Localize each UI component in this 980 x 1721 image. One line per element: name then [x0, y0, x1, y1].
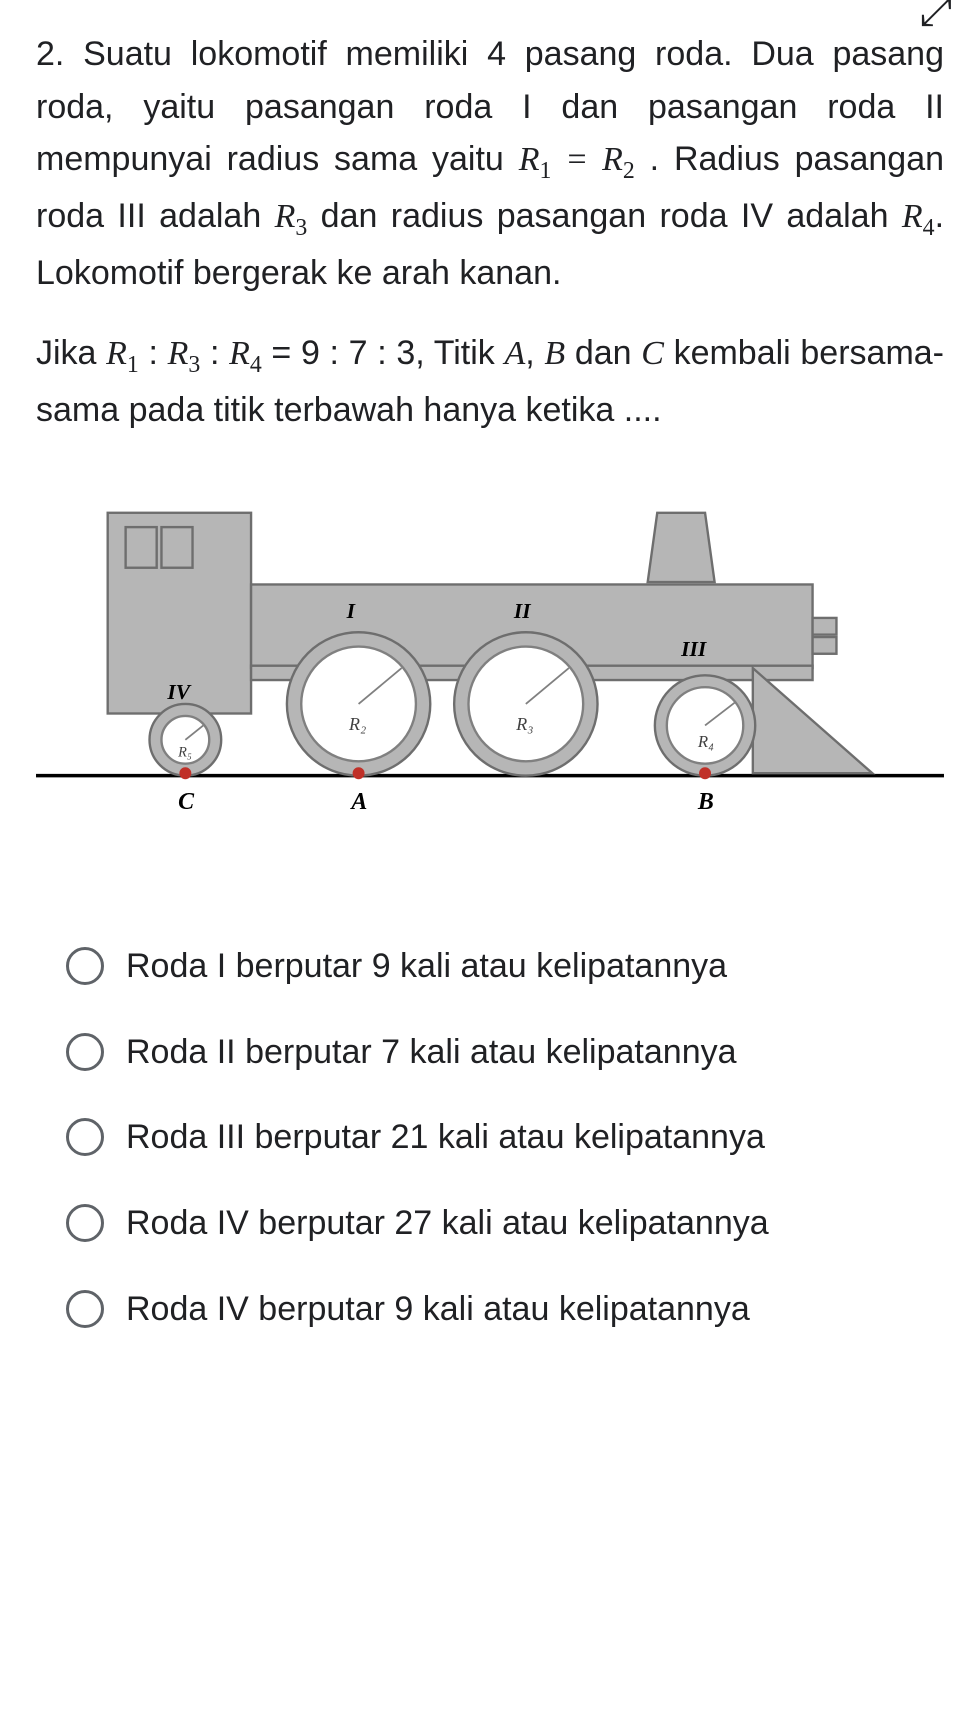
label-r2: R₂	[348, 714, 366, 734]
label-I: I	[346, 599, 356, 623]
math-r1: R	[519, 141, 540, 178]
label-r4: R₄	[697, 732, 714, 751]
text: dan	[565, 334, 641, 372]
math-B: B	[544, 335, 565, 372]
option-2[interactable]: Roda II berputar 7 kali atau kelipatanny…	[66, 1029, 944, 1077]
option-5[interactable]: Roda IV berputar 9 kali atau kelipatanny…	[66, 1286, 944, 1334]
label-C: C	[178, 789, 195, 815]
locomotive-figure: I II III IV R₂ R₃ R₄ R₅ C A B	[36, 465, 944, 823]
math-eq: =	[551, 141, 602, 178]
math-r3: R	[275, 198, 296, 235]
colon: :	[200, 334, 229, 372]
option-1-label: Roda I berputar 9 kali atau kelipatannya	[126, 943, 727, 991]
label-r3: R₃	[515, 714, 533, 734]
math-r2: R	[602, 141, 623, 178]
question-page: ⤢ 2. Suatu lokomotif memiliki 4 pasang r…	[0, 0, 980, 1721]
question-paragraph-1: 2. Suatu lokomotif memiliki 4 pasang rod…	[36, 28, 944, 299]
math-r4: R	[902, 198, 923, 235]
math-r3-sub: 3	[295, 215, 307, 241]
option-3[interactable]: Roda III berputar 21 kali atau kelipatan…	[66, 1114, 944, 1162]
math-r1b: R	[106, 335, 127, 372]
math-r4b-sub: 4	[250, 352, 262, 378]
math-r1b-sub: 1	[127, 352, 139, 378]
option-4[interactable]: Roda IV berputar 27 kali atau kelipatann…	[66, 1200, 944, 1248]
option-2-label: Roda II berputar 7 kali atau kelipatanny…	[126, 1029, 737, 1077]
radio-icon[interactable]	[66, 947, 104, 985]
label-III: III	[680, 637, 707, 661]
label-r5: R₅	[177, 744, 192, 760]
answer-options: Roda I berputar 9 kali atau kelipatannya…	[36, 943, 944, 1333]
label-II: II	[513, 599, 531, 623]
text: , Titik	[415, 334, 504, 372]
label-A: A	[349, 789, 367, 815]
question-paragraph-2: Jika R1 : R3 : R4 = 9 : 7 : 3, Titik A, …	[36, 327, 944, 436]
option-4-label: Roda IV berputar 27 kali atau kelipatann…	[126, 1200, 769, 1248]
math-r2-sub: 2	[623, 158, 635, 184]
math-C: C	[641, 335, 664, 372]
text: dan radius pasangan roda IV adalah	[307, 197, 902, 235]
radio-icon[interactable]	[66, 1290, 104, 1328]
radio-icon[interactable]	[66, 1033, 104, 1071]
comma: ,	[525, 334, 544, 372]
math-r4-sub: 4	[923, 215, 935, 241]
ratio: = 9 : 7 : 3	[262, 334, 415, 372]
text: Jika	[36, 334, 106, 372]
label-IV: IV	[166, 680, 191, 704]
radio-icon[interactable]	[66, 1204, 104, 1242]
radio-icon[interactable]	[66, 1118, 104, 1156]
label-B: B	[697, 789, 714, 815]
option-5-label: Roda IV berputar 9 kali atau kelipatanny…	[126, 1286, 750, 1334]
option-3-label: Roda III berputar 21 kali atau kelipatan…	[126, 1114, 765, 1162]
option-1[interactable]: Roda I berputar 9 kali atau kelipatannya	[66, 943, 944, 991]
math-r1-sub: 1	[539, 158, 551, 184]
math-A: A	[504, 335, 525, 372]
math-r3b-sub: 3	[188, 352, 200, 378]
colon: :	[139, 334, 168, 372]
math-r4b: R	[229, 335, 250, 372]
expand-icon[interactable]: ⤢	[920, 0, 952, 35]
math-r3b: R	[168, 335, 189, 372]
